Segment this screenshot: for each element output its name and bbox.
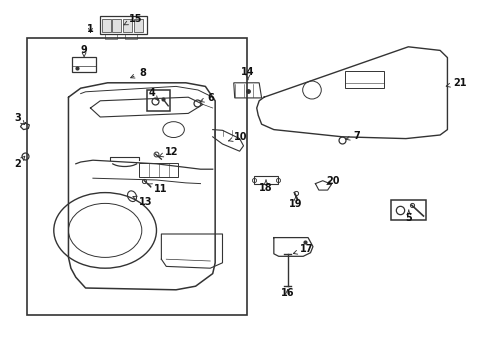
Text: 20: 20	[325, 176, 339, 186]
Text: 9: 9	[81, 45, 87, 58]
Text: 16: 16	[280, 288, 294, 298]
Bar	[72, 57, 96, 72]
Text: 8: 8	[130, 68, 146, 78]
Text: 21: 21	[446, 78, 466, 88]
Bar	[390, 200, 426, 220]
Text: 12: 12	[159, 147, 179, 157]
Text: 13: 13	[133, 196, 152, 207]
Bar	[102, 19, 110, 32]
Bar	[139, 163, 178, 177]
Bar	[27, 38, 246, 315]
Text: 1: 1	[87, 24, 94, 34]
Bar	[254, 176, 277, 184]
Bar	[146, 90, 170, 111]
Text: 5: 5	[405, 210, 411, 223]
Text: 10: 10	[228, 132, 247, 142]
Text: 7: 7	[345, 131, 360, 141]
Bar	[123, 19, 132, 32]
Text: 14: 14	[241, 67, 254, 80]
Text: 4: 4	[148, 88, 158, 100]
Text: 18: 18	[259, 180, 272, 193]
Text: 17: 17	[293, 244, 313, 254]
Bar	[100, 16, 146, 34]
Bar	[112, 19, 121, 32]
Bar	[105, 34, 117, 39]
Text: 6: 6	[200, 93, 214, 103]
Text: 2: 2	[15, 156, 25, 169]
Bar	[134, 19, 142, 32]
Text: 3: 3	[15, 113, 25, 125]
Text: 15: 15	[123, 14, 142, 25]
Text: 19: 19	[288, 197, 302, 210]
Text: 11: 11	[148, 184, 167, 194]
Bar	[344, 71, 383, 88]
Bar	[124, 34, 137, 39]
